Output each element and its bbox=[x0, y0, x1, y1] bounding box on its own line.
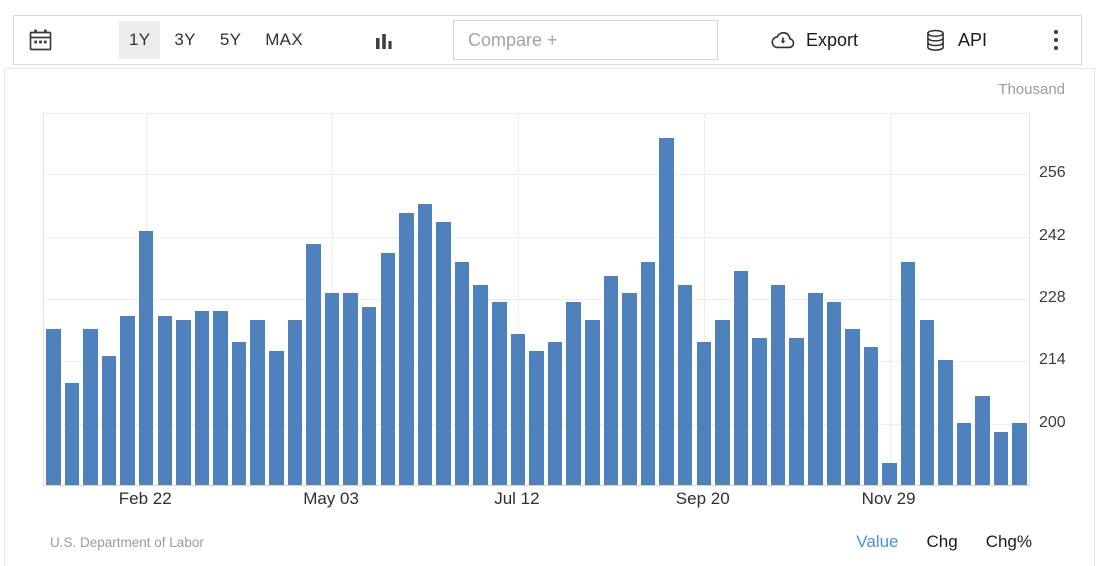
bar[interactable] bbox=[919, 320, 935, 485]
bar[interactable] bbox=[287, 320, 303, 485]
database-icon bbox=[924, 29, 947, 52]
bar[interactable] bbox=[677, 284, 693, 485]
bar[interactable] bbox=[138, 231, 154, 485]
bar[interactable] bbox=[622, 293, 637, 485]
kebab-menu-icon bbox=[1053, 29, 1059, 51]
bar[interactable] bbox=[956, 422, 972, 485]
bar[interactable] bbox=[492, 302, 507, 485]
bar[interactable] bbox=[436, 222, 451, 485]
bar[interactable] bbox=[733, 271, 749, 485]
bar[interactable] bbox=[640, 262, 656, 485]
x-gridline bbox=[517, 114, 519, 485]
api-button-label: API bbox=[958, 29, 988, 50]
y-axis-tick-label: 256 bbox=[1039, 164, 1066, 182]
cloud-download-icon bbox=[769, 30, 797, 51]
bar[interactable] bbox=[306, 244, 321, 485]
bar[interactable] bbox=[101, 355, 117, 485]
export-button-label: Export bbox=[805, 29, 858, 50]
bar[interactable] bbox=[1012, 422, 1027, 485]
calendar-icon bbox=[28, 28, 53, 52]
x-axis-tick-label: Nov 29 bbox=[861, 489, 916, 508]
bar[interactable] bbox=[826, 302, 842, 485]
bar-chart-icon bbox=[375, 31, 393, 50]
compare-input[interactable] bbox=[452, 20, 718, 60]
bar[interactable] bbox=[510, 333, 526, 485]
chart-type-button[interactable] bbox=[375, 31, 393, 50]
bar[interactable] bbox=[250, 320, 265, 485]
more-options-button[interactable] bbox=[1047, 25, 1065, 55]
bar[interactable] bbox=[882, 462, 897, 485]
x-axis-tick-label: Feb 22 bbox=[118, 489, 172, 508]
range-button-5y[interactable]: 5Y bbox=[210, 21, 251, 59]
bar[interactable] bbox=[752, 337, 767, 485]
bar[interactable] bbox=[770, 284, 786, 485]
bar[interactable] bbox=[696, 342, 711, 485]
bar[interactable] bbox=[361, 306, 377, 485]
bar[interactable] bbox=[900, 262, 916, 485]
bar[interactable] bbox=[566, 302, 581, 485]
bar[interactable] bbox=[715, 320, 730, 485]
y-axis-tick-label: 200 bbox=[1039, 413, 1066, 431]
bar[interactable] bbox=[659, 137, 674, 485]
x-gridline bbox=[889, 114, 891, 485]
bar[interactable] bbox=[231, 342, 247, 485]
api-button[interactable]: API bbox=[924, 29, 987, 52]
display-mode-toggle-group: Value Chg Chg% bbox=[856, 532, 1032, 552]
x-axis-tick-label: Jul 12 bbox=[494, 489, 540, 508]
bar[interactable] bbox=[547, 342, 563, 485]
x-axis-tick-label: Sep 20 bbox=[675, 489, 730, 508]
y-axis-unit-label: Thousand bbox=[998, 81, 1065, 98]
bar[interactable] bbox=[529, 351, 544, 485]
bar[interactable] bbox=[789, 337, 804, 485]
y-gridline bbox=[44, 298, 1029, 300]
source-attribution: U.S. Department of Labor bbox=[50, 535, 204, 550]
bar[interactable] bbox=[938, 360, 953, 485]
mode-button-value[interactable]: Value bbox=[856, 532, 899, 551]
y-axis-tick-label: 242 bbox=[1039, 226, 1066, 244]
bar[interactable] bbox=[176, 320, 191, 485]
bar[interactable] bbox=[343, 293, 358, 485]
bar[interactable] bbox=[324, 293, 340, 485]
bar[interactable] bbox=[585, 320, 600, 485]
bar[interactable] bbox=[417, 204, 433, 485]
plot-area bbox=[43, 113, 1030, 486]
bar[interactable] bbox=[157, 315, 173, 485]
range-button-max[interactable]: MAX bbox=[255, 21, 313, 59]
mode-button-chgpct[interactable]: Chg% bbox=[985, 532, 1032, 551]
bar[interactable] bbox=[845, 329, 860, 485]
bar[interactable] bbox=[993, 431, 1009, 485]
range-button-1y[interactable]: 1Y bbox=[119, 21, 161, 59]
chart-toolbar: 1Y 3Y 5Y MAX Expor bbox=[13, 15, 1082, 65]
y-axis-tick-label: 228 bbox=[1039, 288, 1066, 306]
bar[interactable] bbox=[808, 293, 823, 485]
y-gridline bbox=[44, 236, 1029, 238]
mode-button-chg[interactable]: Chg bbox=[926, 532, 958, 551]
x-axis-tick-label: May 03 bbox=[303, 489, 359, 508]
bar[interactable] bbox=[863, 346, 879, 485]
x-gridline bbox=[703, 114, 705, 485]
bar[interactable] bbox=[269, 351, 284, 485]
date-range-picker-button[interactable] bbox=[28, 28, 53, 52]
bar[interactable] bbox=[64, 382, 80, 485]
bar[interactable] bbox=[194, 311, 210, 485]
bar[interactable] bbox=[46, 329, 61, 485]
bar[interactable] bbox=[213, 311, 228, 485]
bar[interactable] bbox=[975, 395, 990, 485]
bar[interactable] bbox=[603, 275, 619, 485]
range-button-group: 1Y 3Y 5Y MAX bbox=[119, 21, 313, 59]
y-gridline bbox=[44, 174, 1029, 176]
bar[interactable] bbox=[83, 329, 98, 485]
bar[interactable] bbox=[380, 253, 396, 485]
export-button[interactable]: Export bbox=[769, 30, 858, 51]
bar[interactable] bbox=[120, 315, 135, 485]
y-axis-tick-label: 214 bbox=[1039, 351, 1066, 369]
bar[interactable] bbox=[473, 284, 488, 485]
bar[interactable] bbox=[399, 213, 414, 485]
range-button-3y[interactable]: 3Y bbox=[164, 21, 205, 59]
bar[interactable] bbox=[454, 262, 470, 485]
